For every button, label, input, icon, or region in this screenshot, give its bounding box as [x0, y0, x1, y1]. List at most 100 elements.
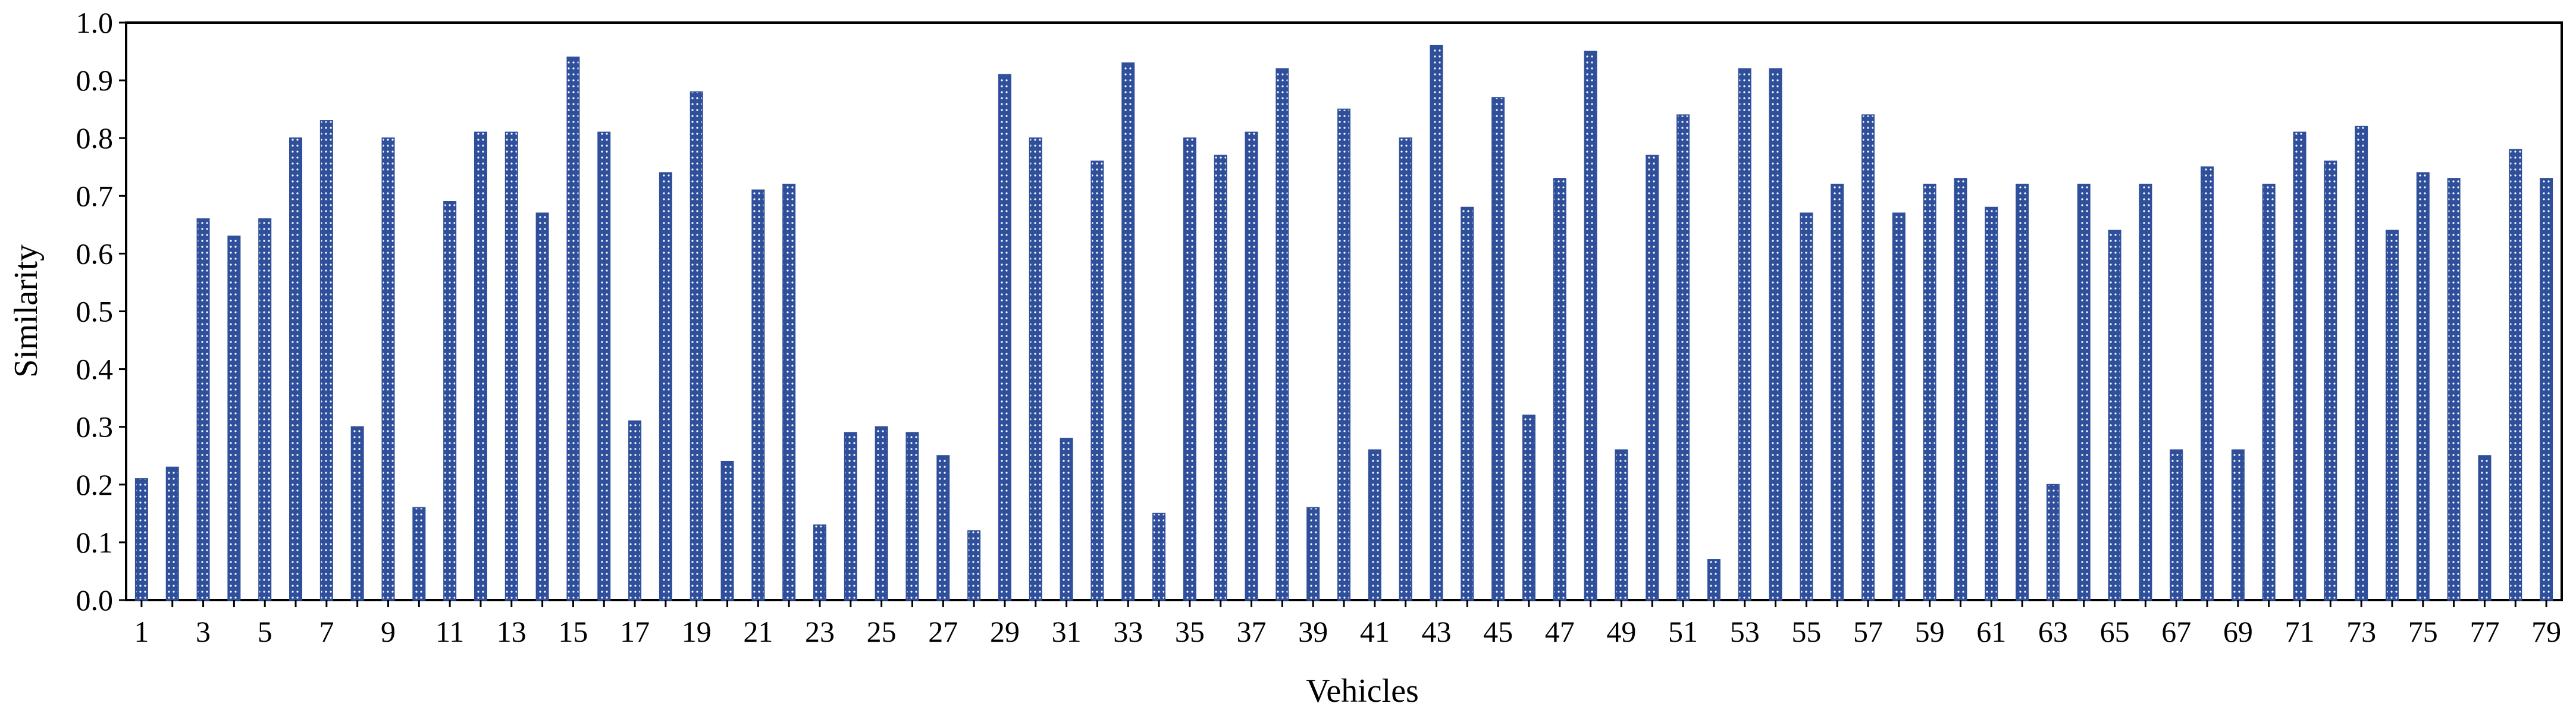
- x-tick-label: 49: [1606, 615, 1636, 648]
- bar-vehicle-2: [165, 466, 179, 601]
- bar-vehicle-45: [1491, 97, 1505, 601]
- y-tick-label: 0.8: [76, 121, 114, 155]
- bar-vehicle-25: [875, 426, 888, 601]
- x-tick-label: 61: [1976, 615, 2006, 648]
- x-tick-label: 21: [743, 615, 773, 648]
- bar-vehicle-1: [134, 478, 148, 601]
- bar-vehicle-33: [1121, 62, 1135, 601]
- bar-vehicle-29: [998, 74, 1011, 601]
- x-tick-label: 55: [1791, 615, 1821, 648]
- bar-vehicle-68: [2201, 166, 2214, 601]
- y-tick-label: 0.6: [76, 237, 114, 270]
- bar-vehicle-40: [1337, 108, 1350, 601]
- bar-vehicle-3: [196, 218, 210, 601]
- x-tick-label: 47: [1545, 615, 1575, 648]
- x-tick-label: 1: [134, 615, 149, 648]
- bar-vehicle-42: [1399, 137, 1412, 601]
- bar-vehicle-13: [504, 131, 518, 601]
- x-tick-label: 63: [2038, 615, 2068, 648]
- bar-vehicle-36: [1214, 155, 1227, 601]
- bar-vehicle-55: [1800, 212, 1813, 601]
- x-tick-label: 53: [1730, 615, 1760, 648]
- bars-group: [134, 45, 2553, 601]
- bar-vehicle-6: [289, 137, 303, 601]
- bar-vehicle-24: [844, 432, 857, 601]
- bar-vehicle-16: [597, 131, 611, 601]
- bar-vehicle-59: [1923, 183, 1936, 601]
- bar-vehicle-56: [1831, 183, 1844, 601]
- x-tick-label: 41: [1360, 615, 1390, 648]
- bar-vehicle-49: [1615, 449, 1628, 601]
- x-tick-label: 15: [558, 615, 588, 648]
- x-tick-label: 45: [1483, 615, 1513, 648]
- bar-vehicle-37: [1245, 131, 1258, 601]
- bar-vehicle-76: [2447, 178, 2461, 601]
- x-tick-label: 65: [2100, 615, 2130, 648]
- bar-vehicle-61: [1985, 206, 1998, 601]
- bar-vehicle-41: [1368, 449, 1381, 601]
- bar-vehicle-26: [905, 432, 919, 601]
- bar-vehicle-32: [1090, 161, 1104, 601]
- y-axis-ticks: 0.0 0.1 0.2 0.3 0.4 0.5 0.6 0.7 0.8 0.9 1.0: [76, 6, 126, 617]
- bar-vehicle-23: [813, 524, 827, 601]
- x-tick-label: 51: [1668, 615, 1698, 648]
- bar-vehicle-52: [1707, 559, 1721, 601]
- bar-vehicle-78: [2509, 149, 2522, 601]
- bar-vehicle-19: [690, 91, 703, 601]
- bar-vehicle-62: [2016, 183, 2029, 601]
- bar-vehicle-64: [2077, 183, 2091, 601]
- bar-vehicle-53: [1738, 68, 1751, 601]
- x-tick-label: 25: [867, 615, 897, 648]
- bar-vehicle-28: [967, 530, 981, 601]
- x-axis-ticks: 1 3 5 7 9 11 13 15 17 19 21 23 25 27 29 31 33 35 37 39 41 43 4…: [134, 600, 2561, 648]
- bar-vehicle-18: [659, 172, 672, 601]
- x-tick-label: 29: [990, 615, 1020, 648]
- x-tick-label: 59: [1915, 615, 1945, 648]
- x-tick-label: 73: [2346, 615, 2376, 648]
- x-tick-label: 37: [1237, 615, 1267, 648]
- bar-vehicle-77: [2478, 455, 2492, 601]
- bar-vehicle-17: [628, 420, 642, 601]
- x-tick-label: 35: [1175, 615, 1205, 648]
- bar-vehicle-57: [1861, 114, 1875, 601]
- bar-vehicle-8: [350, 426, 364, 601]
- x-tick-label: 23: [805, 615, 835, 648]
- x-tick-label: 69: [2223, 615, 2253, 648]
- bar-vehicle-34: [1152, 513, 1166, 601]
- x-tick-label: 33: [1113, 615, 1143, 648]
- bar-vehicle-54: [1769, 68, 1782, 601]
- bar-vehicle-9: [381, 137, 395, 601]
- y-tick-label: 0.5: [76, 295, 114, 328]
- y-tick-label: 0.9: [76, 64, 114, 97]
- bar-vehicle-79: [2540, 178, 2553, 601]
- x-tick-label: 43: [1421, 615, 1451, 648]
- bar-vehicle-15: [566, 56, 580, 601]
- y-tick-label: 0.3: [76, 410, 114, 444]
- bar-vehicle-31: [1060, 438, 1073, 601]
- bar-vehicle-67: [2170, 449, 2183, 601]
- bar-vehicle-43: [1430, 45, 1443, 601]
- bar-vehicle-46: [1522, 415, 1535, 601]
- y-tick-label: 0.0: [76, 583, 114, 617]
- bar-vehicle-44: [1461, 206, 1474, 601]
- bar-vehicle-69: [2231, 449, 2245, 601]
- x-tick-label: 57: [1853, 615, 1883, 648]
- bar-vehicle-73: [2355, 125, 2368, 601]
- x-tick-label: 39: [1298, 615, 1328, 648]
- x-tick-label: 71: [2285, 615, 2315, 648]
- y-tick-label: 0.2: [76, 468, 114, 501]
- x-tick-label: 11: [435, 615, 464, 648]
- x-tick-label: 3: [196, 615, 211, 648]
- y-tick-label: 0.7: [76, 179, 114, 212]
- x-tick-label: 67: [2161, 615, 2191, 648]
- x-tick-label: 31: [1052, 615, 1082, 648]
- bar-vehicle-38: [1276, 68, 1289, 601]
- bar-vehicle-11: [443, 201, 457, 601]
- bar-vehicle-14: [535, 212, 549, 601]
- x-tick-label: 19: [682, 615, 712, 648]
- bar-vehicle-60: [1954, 178, 1967, 601]
- x-tick-label: 17: [620, 615, 650, 648]
- bar-vehicle-20: [720, 460, 734, 601]
- bar-vehicle-74: [2385, 230, 2399, 601]
